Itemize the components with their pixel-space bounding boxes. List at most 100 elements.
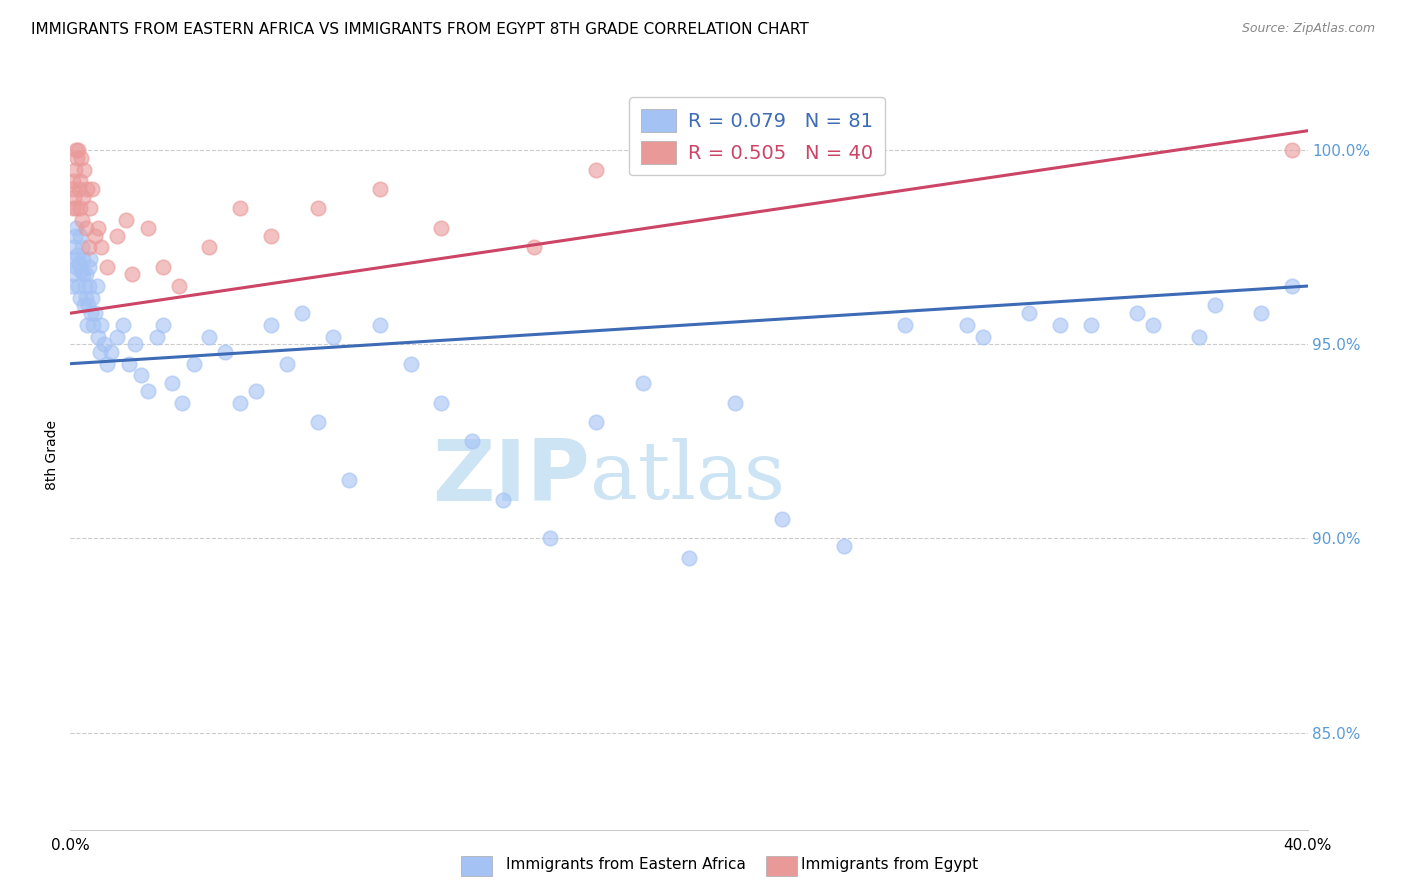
Point — [70, 263, 93, 277]
Point — [162, 376, 184, 390]
Point — [63, 228, 86, 243]
Point — [291, 306, 314, 320]
Point — [146, 329, 169, 343]
Point — [368, 182, 391, 196]
Point — [136, 220, 159, 235]
Point — [65, 220, 87, 235]
Point — [229, 395, 252, 409]
Point — [322, 329, 344, 343]
Point — [152, 318, 174, 332]
Point — [105, 329, 128, 343]
Point — [678, 550, 700, 565]
Point — [198, 329, 221, 343]
Bar — [461, 856, 492, 876]
Point — [80, 306, 103, 320]
Point — [1126, 306, 1149, 320]
Point — [245, 384, 267, 398]
Point — [77, 260, 100, 274]
Point — [90, 318, 112, 332]
Point — [523, 240, 546, 254]
Text: ZIP: ZIP — [432, 436, 591, 519]
Point — [1080, 318, 1102, 332]
Point — [87, 220, 110, 235]
Point — [105, 228, 128, 243]
Point — [86, 279, 108, 293]
Point — [67, 182, 90, 196]
Point — [337, 473, 360, 487]
Point — [121, 268, 143, 282]
Point — [100, 345, 122, 359]
Point — [65, 143, 87, 157]
Point — [1018, 306, 1040, 320]
Point — [67, 279, 90, 293]
Point — [75, 268, 97, 282]
Point — [75, 220, 97, 235]
Point — [198, 240, 221, 254]
Bar — [766, 856, 797, 876]
Legend: R = 0.079   N = 81, R = 0.505   N = 40: R = 0.079 N = 81, R = 0.505 N = 40 — [630, 97, 884, 176]
Point — [72, 190, 94, 204]
Text: IMMIGRANTS FROM EASTERN AFRICA VS IMMIGRANTS FROM EGYPT 8TH GRADE CORRELATION CH: IMMIGRANTS FROM EASTERN AFRICA VS IMMIGR… — [31, 22, 808, 37]
Point — [167, 279, 190, 293]
Point — [73, 298, 96, 312]
Point — [89, 345, 111, 359]
Point — [65, 260, 87, 274]
Point — [67, 143, 90, 157]
Point — [79, 252, 101, 266]
Point — [72, 252, 94, 266]
Point — [66, 151, 89, 165]
Point — [585, 162, 607, 177]
Point — [66, 248, 89, 262]
Point — [76, 318, 98, 332]
Point — [73, 162, 96, 177]
Point — [1250, 306, 1272, 320]
Point — [118, 357, 141, 371]
Y-axis label: 8th Grade: 8th Grade — [45, 420, 59, 490]
Point — [65, 202, 87, 216]
Point — [136, 384, 159, 398]
Point — [69, 202, 91, 216]
Point — [183, 357, 205, 371]
Point — [307, 415, 329, 429]
Point — [260, 318, 283, 332]
Point — [430, 395, 453, 409]
Point — [77, 298, 100, 312]
Point — [79, 279, 101, 293]
Point — [93, 337, 115, 351]
Point — [307, 202, 329, 216]
Point — [62, 252, 84, 266]
Point — [1188, 329, 1211, 343]
Point — [69, 228, 91, 243]
Point — [60, 182, 83, 196]
Point — [70, 240, 93, 254]
Point — [894, 318, 917, 332]
Point — [1281, 279, 1303, 293]
Point — [1204, 298, 1226, 312]
Point — [76, 182, 98, 196]
Point — [492, 492, 515, 507]
Point — [80, 182, 103, 196]
Point — [62, 202, 84, 216]
Point — [631, 376, 654, 390]
Point — [90, 240, 112, 254]
Point — [214, 345, 236, 359]
Point — [115, 213, 138, 227]
Point — [1049, 318, 1071, 332]
Text: Source: ZipAtlas.com: Source: ZipAtlas.com — [1241, 22, 1375, 36]
Point — [84, 228, 107, 243]
Point — [131, 368, 153, 383]
Point — [461, 434, 484, 449]
Point — [72, 268, 94, 282]
Point — [84, 306, 107, 320]
Point — [70, 213, 93, 227]
Point — [229, 202, 252, 216]
Point — [832, 539, 855, 553]
Point — [276, 357, 298, 371]
Point — [96, 357, 118, 371]
Text: Immigrants from Eastern Africa: Immigrants from Eastern Africa — [506, 857, 747, 872]
Point — [63, 190, 86, 204]
Point — [111, 318, 134, 332]
Point — [69, 291, 91, 305]
Point — [63, 240, 86, 254]
Point — [62, 268, 84, 282]
